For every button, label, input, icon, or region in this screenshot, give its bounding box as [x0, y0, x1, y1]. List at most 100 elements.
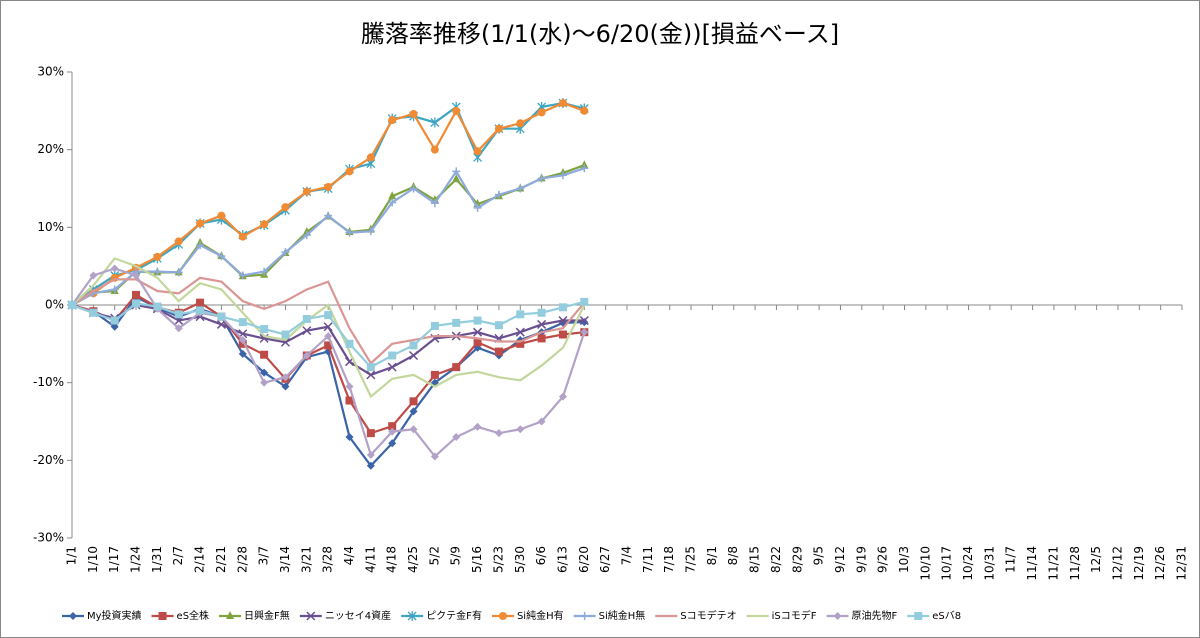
- data-point: [217, 252, 226, 261]
- x-tick-label: 10/10: [918, 546, 932, 581]
- series-line: [71, 257, 586, 399]
- data-point: [260, 368, 269, 377]
- data-point: [473, 327, 483, 337]
- data-point: [366, 370, 376, 380]
- data-point: [68, 301, 76, 309]
- data-point: [132, 290, 141, 299]
- x-tick-label: 2/14: [193, 546, 207, 573]
- x-tick-label: 1/1: [65, 546, 79, 565]
- legend-marker: [833, 612, 842, 620]
- data-point: [558, 392, 567, 401]
- x-tick-label: 2/28: [235, 546, 249, 573]
- data-point: [238, 349, 247, 358]
- data-point: [579, 316, 589, 326]
- data-point: [174, 310, 183, 319]
- data-point: [302, 187, 311, 196]
- x-tick-label: 5/16: [470, 546, 484, 573]
- data-point: [494, 429, 503, 438]
- x-tick-label: 2/7: [171, 546, 185, 565]
- data-point: [238, 271, 247, 280]
- data-point: [494, 124, 503, 133]
- data-point: [174, 268, 183, 277]
- data-point: [302, 351, 311, 360]
- data-point: [558, 316, 568, 326]
- data-point: [473, 316, 482, 325]
- x-tick-label: 6/13: [555, 546, 569, 573]
- data-point: [388, 427, 397, 436]
- x-tick-label: 7/25: [684, 546, 698, 573]
- data-point: [516, 119, 525, 128]
- data-point: [89, 308, 98, 317]
- legend-label: 日興金F無: [244, 609, 290, 622]
- x-tick-label: 10/17: [940, 546, 954, 581]
- x-tick-label: 9/12: [833, 546, 847, 573]
- x-tick-label: 12/26: [1153, 546, 1167, 581]
- x-tick-label: 11/21: [1046, 546, 1060, 581]
- data-point: [132, 271, 141, 280]
- data-point: [516, 339, 525, 348]
- x-tick-label: 6/27: [598, 546, 612, 573]
- x-tick-label: 6/6: [534, 546, 548, 565]
- data-point: [516, 310, 525, 319]
- data-point: [580, 328, 589, 337]
- legend-marker: [158, 612, 167, 620]
- data-point: [174, 324, 183, 333]
- legend-label: eS全株: [177, 609, 210, 622]
- x-tick-label: 10/24: [961, 546, 975, 581]
- data-point: [196, 306, 205, 315]
- x-tick-label: 4/11: [363, 546, 377, 573]
- x-tick-label: 8/8: [726, 546, 740, 565]
- legend-label: My投資実績: [87, 609, 142, 622]
- x-tick-label: 3/28: [321, 546, 335, 573]
- data-point: [281, 373, 290, 382]
- data-point: [537, 334, 546, 343]
- x-tick-label: 5/2: [427, 546, 441, 565]
- x-tick-label: 1/10: [86, 546, 100, 573]
- x-tick-label: 1/31: [150, 546, 164, 573]
- data-point: [409, 407, 418, 416]
- data-point: [366, 429, 375, 438]
- data-point: [388, 351, 397, 360]
- data-point: [430, 321, 439, 330]
- data-point: [324, 341, 333, 350]
- data-point: [153, 267, 162, 276]
- x-tick-label: 9/5: [812, 546, 826, 565]
- data-point: [281, 248, 290, 257]
- x-tick-label: 2/21: [214, 546, 228, 573]
- data-point: [430, 199, 439, 208]
- data-point: [409, 397, 418, 406]
- data-point: [345, 228, 354, 237]
- x-tick-label: 7/4: [620, 546, 634, 565]
- x-tick-label: 8/22: [769, 546, 783, 573]
- data-point: [323, 322, 333, 332]
- x-tick-label: 12/19: [1132, 546, 1146, 581]
- y-tick-label: -20%: [33, 453, 64, 467]
- data-point: [324, 311, 333, 320]
- data-point: [366, 227, 375, 236]
- data-point: [132, 299, 141, 308]
- x-tick-label: 5/23: [491, 546, 505, 573]
- legend-marker: [407, 611, 417, 621]
- legend-label: Si純金H無: [599, 609, 646, 622]
- data-point: [238, 232, 247, 241]
- data-point: [409, 109, 418, 118]
- x-tick-label: 3/21: [299, 546, 313, 573]
- data-point: [473, 147, 482, 156]
- legend-label: Si純金H有: [517, 609, 564, 622]
- x-tick-label: 4/25: [406, 546, 420, 573]
- data-point: [452, 106, 461, 115]
- legend-marker: [914, 612, 923, 620]
- x-tick-label: 8/29: [790, 546, 804, 573]
- data-point: [217, 312, 226, 321]
- legend-label: ピクテ金F有: [426, 609, 482, 622]
- data-point: [409, 350, 419, 361]
- data-point: [430, 452, 439, 461]
- data-point: [452, 174, 461, 183]
- y-tick-label: -30%: [33, 531, 64, 545]
- data-point: [558, 171, 567, 180]
- data-point: [494, 321, 503, 330]
- legend-label: Sコモデテオ: [680, 609, 736, 622]
- data-point: [196, 241, 205, 250]
- data-point: [452, 433, 461, 442]
- data-point: [580, 164, 589, 173]
